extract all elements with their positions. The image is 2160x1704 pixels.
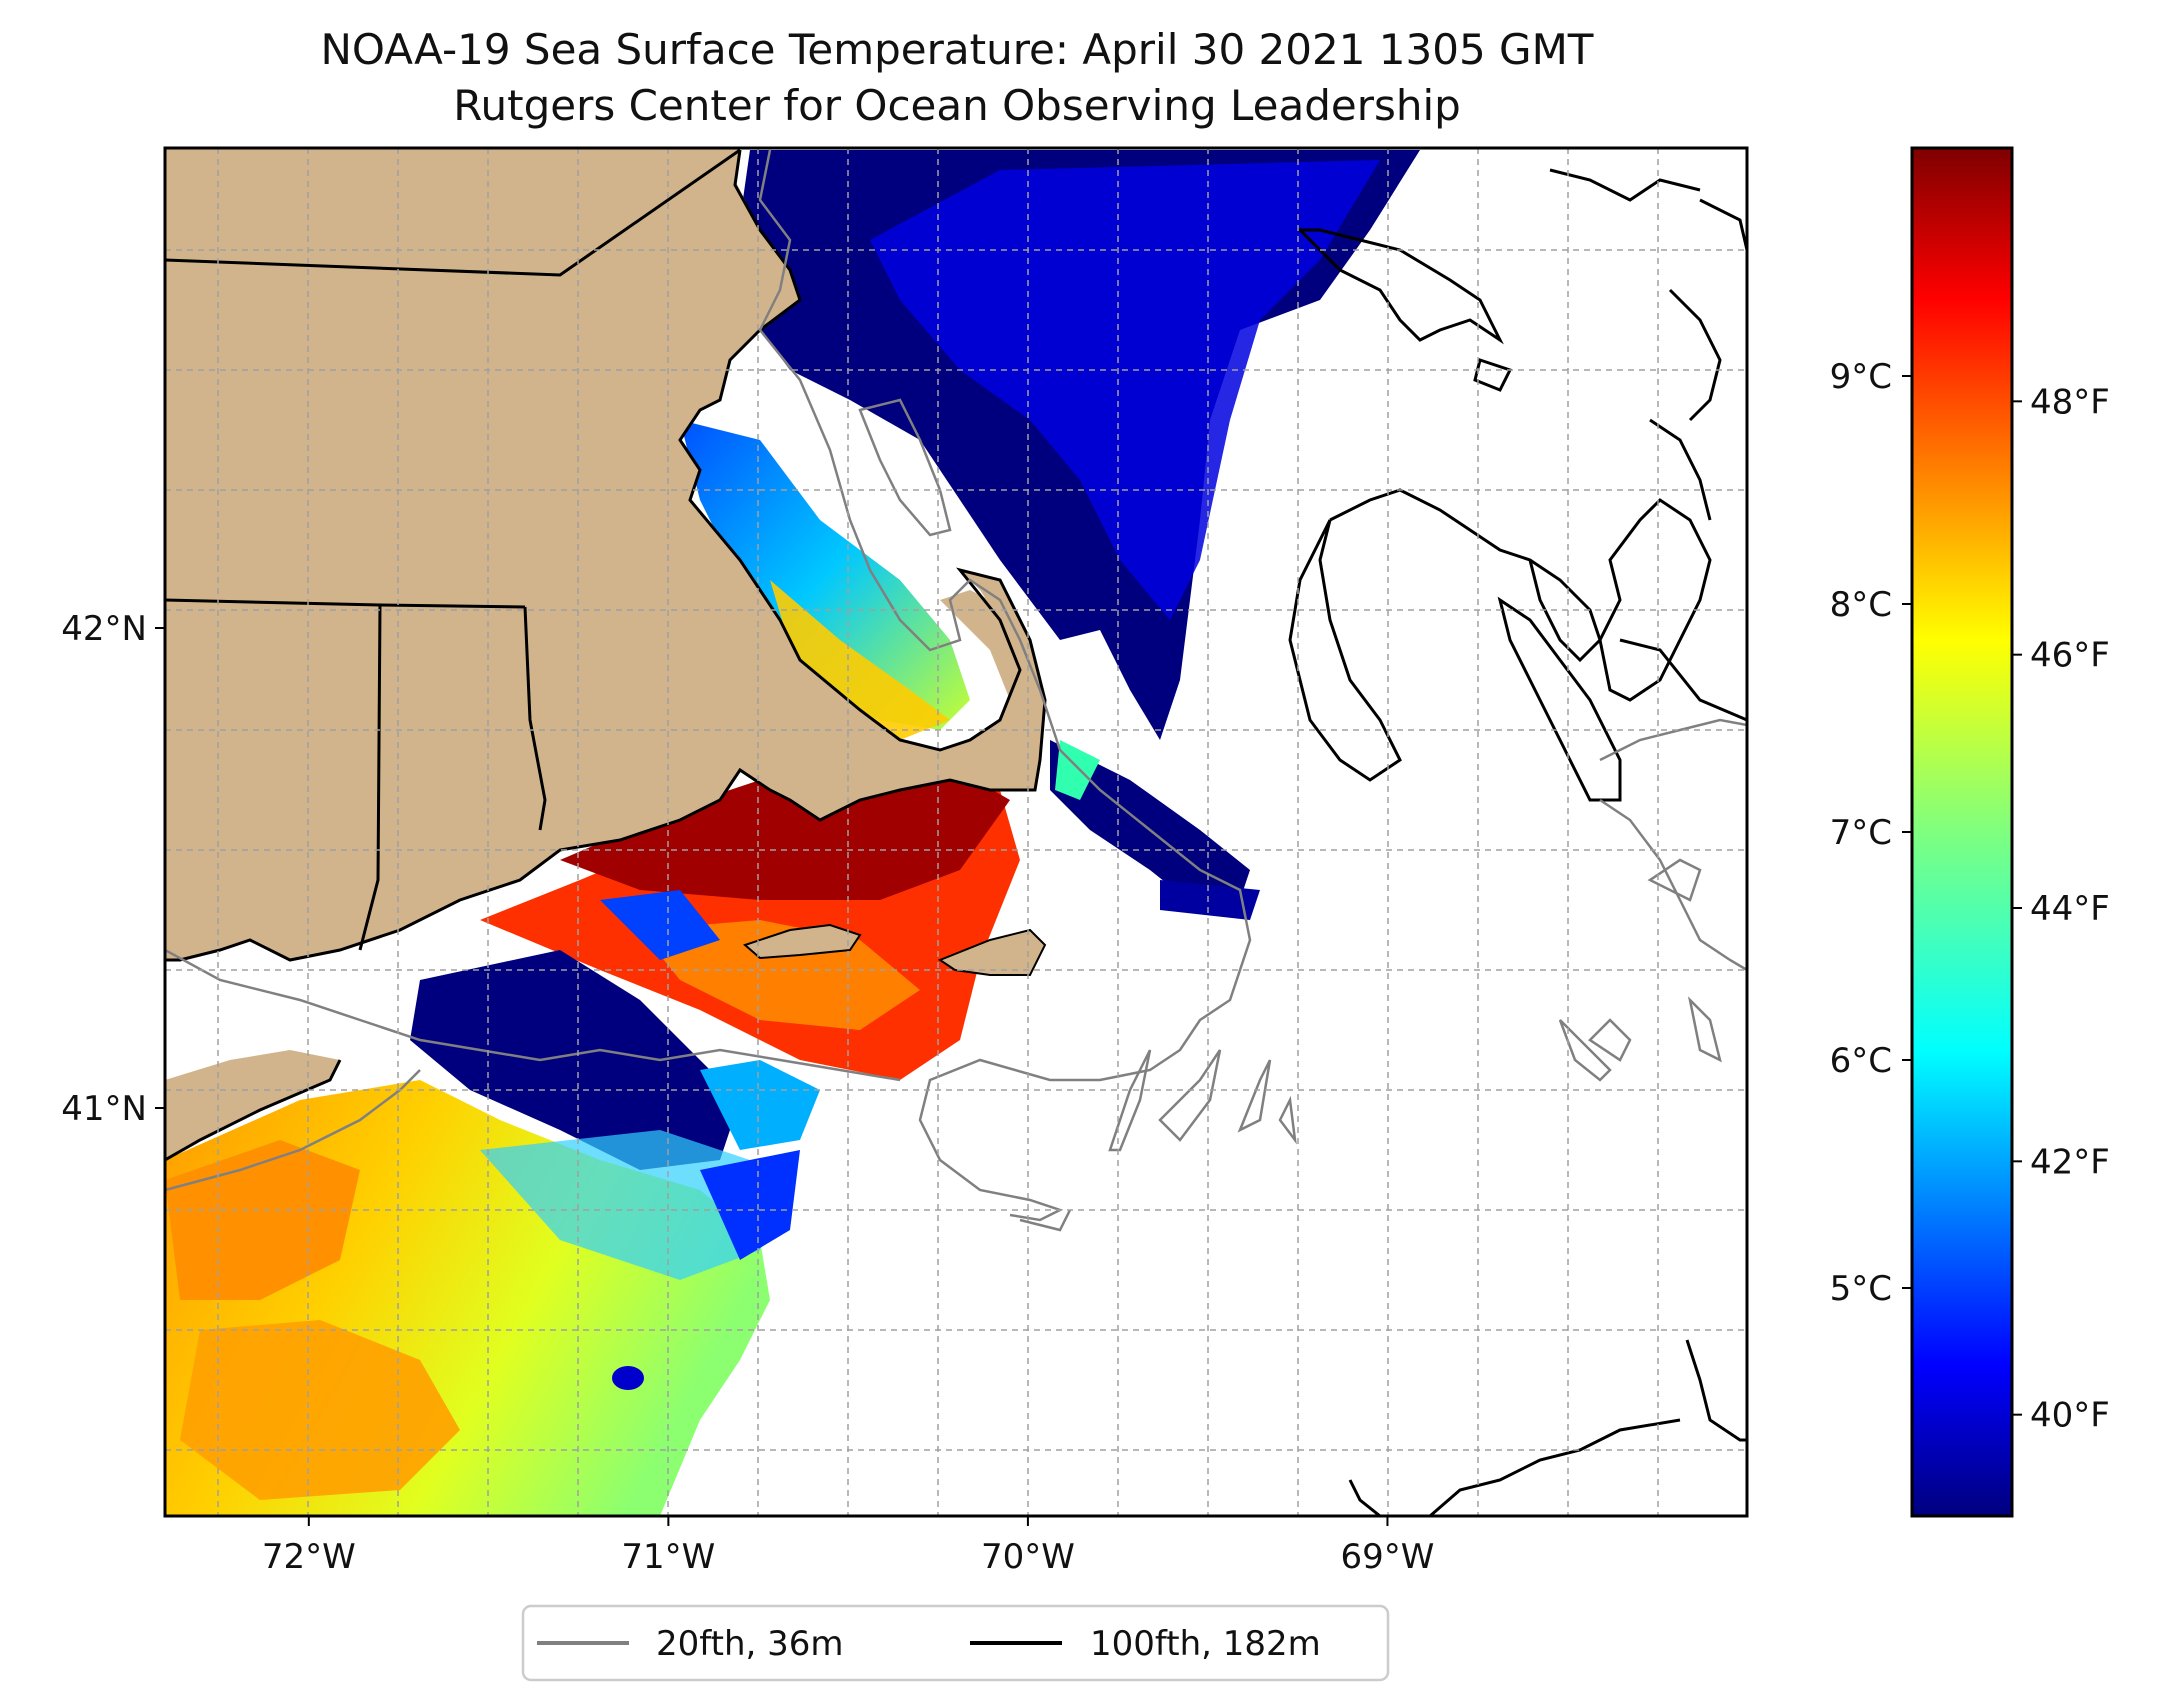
sst-field [165, 150, 1420, 1516]
chart-subtitle: Rutgers Center for Ocean Observing Leade… [453, 81, 1461, 130]
x-tick-label: 72°W [262, 1537, 356, 1577]
gridlines [165, 148, 1747, 1516]
celsius-tick-label: 8°C [1830, 585, 1892, 625]
legend-label-20fth: 20fth, 36m [656, 1624, 844, 1664]
y-tick-label: 42°N [61, 609, 147, 649]
fahrenheit-tick-label: 42°F [2030, 1142, 2110, 1182]
fahrenheit-tick-label: 48°F [2030, 382, 2110, 422]
legend-label-100fth: 100fth, 182m [1090, 1624, 1321, 1664]
y-tick-label: 41°N [61, 1089, 147, 1129]
celsius-tick-label: 5°C [1830, 1269, 1892, 1309]
y-axis: 42°N 41°N [61, 609, 165, 1129]
chart-title: NOAA-19 Sea Surface Temperature: April 3… [321, 25, 1594, 74]
x-tick-label: 71°W [621, 1537, 715, 1577]
fahrenheit-tick-label: 44°F [2030, 889, 2110, 929]
colorbar-fahrenheit-ticks: 48°F 46°F 44°F 42°F 40°F [2012, 382, 2110, 1436]
land [165, 148, 1047, 1160]
x-tick-label: 69°W [1341, 1537, 1435, 1577]
fahrenheit-tick-label: 40°F [2030, 1396, 2110, 1436]
legend: 20fth, 36m 100fth, 182m [521, 1604, 1390, 1682]
x-axis: 72°W 71°W 70°W 69°W [262, 1516, 1435, 1577]
celsius-tick-label: 6°C [1830, 1041, 1892, 1081]
fahrenheit-tick-label: 46°F [2030, 636, 2110, 676]
legend-box [521, 1604, 1390, 1682]
celsius-tick-label: 7°C [1830, 813, 1892, 853]
isobath-20fth [165, 149, 1747, 1232]
colorbar [1910, 146, 2014, 1518]
map-frame [163, 146, 1749, 1518]
colorbar-celsius-ticks: 9°C 8°C 7°C 6°C 5°C [1830, 357, 1912, 1309]
map-area [165, 148, 1747, 1516]
x-tick-label: 70°W [981, 1537, 1075, 1577]
celsius-tick-label: 9°C [1830, 357, 1892, 397]
